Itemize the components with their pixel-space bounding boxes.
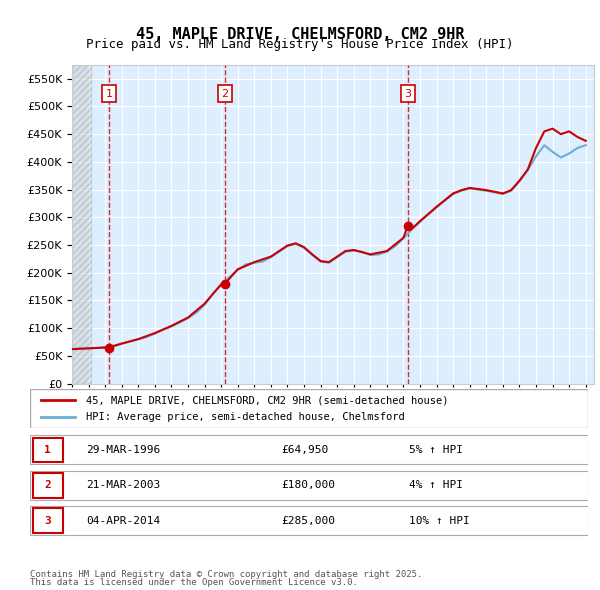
Text: 04-APR-2014: 04-APR-2014 [86,516,160,526]
Text: 45, MAPLE DRIVE, CHELMSFORD, CM2 9HR (semi-detached house): 45, MAPLE DRIVE, CHELMSFORD, CM2 9HR (se… [86,395,448,405]
Text: 3: 3 [404,88,411,99]
Text: Price paid vs. HM Land Registry's House Price Index (HPI): Price paid vs. HM Land Registry's House … [86,38,514,51]
Text: 21-MAR-2003: 21-MAR-2003 [86,480,160,490]
Text: 45, MAPLE DRIVE, CHELMSFORD, CM2 9HR: 45, MAPLE DRIVE, CHELMSFORD, CM2 9HR [136,27,464,41]
Text: 3: 3 [44,516,51,526]
FancyBboxPatch shape [33,473,64,497]
FancyBboxPatch shape [30,435,588,464]
Text: 1: 1 [44,445,51,455]
Text: £180,000: £180,000 [281,480,335,490]
Text: Contains HM Land Registry data © Crown copyright and database right 2025.: Contains HM Land Registry data © Crown c… [30,571,422,579]
Text: £285,000: £285,000 [281,516,335,526]
Text: HPI: Average price, semi-detached house, Chelmsford: HPI: Average price, semi-detached house,… [86,412,404,422]
Text: 5% ↑ HPI: 5% ↑ HPI [409,445,463,455]
FancyBboxPatch shape [30,471,588,500]
Text: 2: 2 [221,88,229,99]
FancyBboxPatch shape [33,509,64,533]
Text: £64,950: £64,950 [281,445,328,455]
Text: 1: 1 [106,88,112,99]
Text: 29-MAR-1996: 29-MAR-1996 [86,445,160,455]
Text: 10% ↑ HPI: 10% ↑ HPI [409,516,470,526]
Text: 2: 2 [44,480,51,490]
Bar [72,65,92,384]
Text: 4% ↑ HPI: 4% ↑ HPI [409,480,463,490]
Text: This data is licensed under the Open Government Licence v3.0.: This data is licensed under the Open Gov… [30,578,358,587]
FancyBboxPatch shape [33,438,64,462]
FancyBboxPatch shape [30,389,588,428]
FancyBboxPatch shape [30,506,588,535]
